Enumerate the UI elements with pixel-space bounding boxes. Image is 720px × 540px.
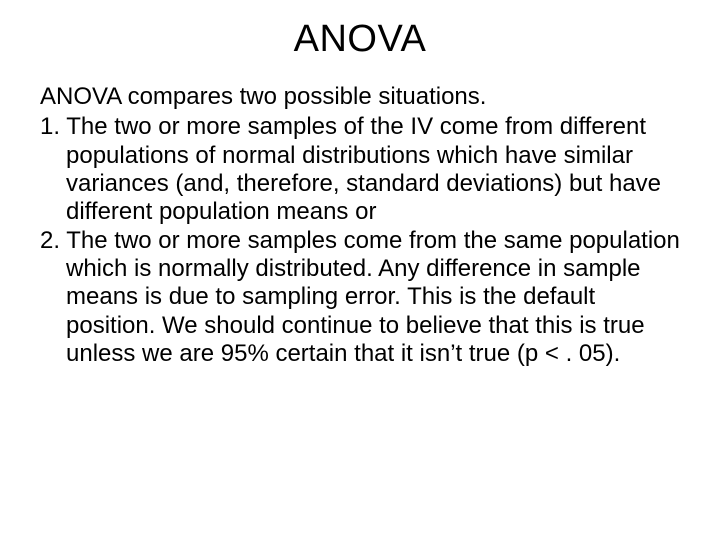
intro-text: ANOVA compares two possible situations. (40, 83, 680, 111)
slide-body: ANOVA compares two possible situations. … (40, 83, 680, 368)
list-item-1: 1. The two or more samples of the IV com… (40, 113, 680, 226)
list-item-2: 2. The two or more samples come from the… (40, 227, 680, 369)
slide-title: ANOVA (40, 18, 680, 61)
slide: ANOVA ANOVA compares two possible situat… (0, 0, 720, 540)
